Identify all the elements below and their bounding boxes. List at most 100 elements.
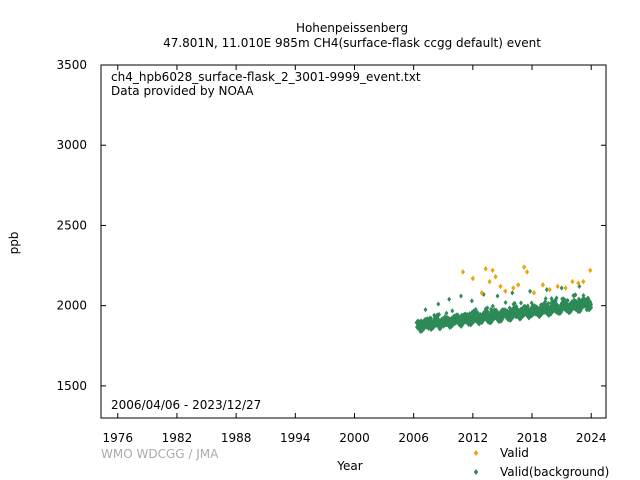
background-point [546, 300, 551, 307]
background-point [550, 298, 555, 304]
valid-point [581, 278, 586, 285]
y-axis-label: ppb [7, 232, 21, 255]
background-point [450, 308, 455, 314]
background-point [500, 316, 505, 322]
legend: Valid Valid(background) [473, 446, 609, 479]
x-tick-label: 2024 [576, 431, 607, 445]
background-point [519, 300, 523, 306]
background-point [429, 315, 434, 322]
background-point [444, 310, 449, 316]
background-point [589, 305, 594, 311]
background-point [532, 311, 537, 317]
background-point [510, 290, 515, 296]
legend-valid: Valid [473, 446, 529, 460]
provider-label: Data provided by NOAA [111, 84, 254, 98]
chart-title-line2: 47.801N, 11.010E 985m CH4(surface-flask … [163, 36, 541, 50]
x-axis: 1976 1982 1988 1994 2000 2006 2012 2018 2024 [102, 65, 606, 445]
valid-point [470, 275, 475, 282]
plot-points [414, 264, 594, 335]
background-point [544, 287, 549, 293]
background-point [485, 305, 490, 311]
valid-point [540, 282, 545, 288]
background-point [586, 296, 591, 302]
valid-point [570, 278, 575, 285]
background-point [447, 296, 452, 302]
valid-point [483, 265, 488, 272]
background-point [578, 303, 583, 309]
valid-point [524, 269, 530, 275]
valid-point [503, 288, 508, 295]
y-axis: 1500 2000 2500 3000 3500 [56, 58, 606, 393]
legend-marker-icon [473, 450, 479, 456]
background-point [436, 301, 441, 307]
background-point [559, 285, 564, 291]
background-point [490, 303, 495, 309]
x-tick-label: 2000 [339, 431, 370, 445]
valid-point [588, 267, 593, 274]
background-point [525, 303, 530, 309]
background-point [459, 293, 463, 299]
background-point [528, 288, 533, 294]
legend-label: Valid(background) [500, 465, 609, 479]
background-point [495, 293, 500, 299]
background-point [529, 300, 534, 306]
background-point [573, 292, 578, 298]
valid-point [555, 283, 560, 290]
background-point [423, 307, 428, 313]
background-point [565, 308, 570, 314]
background-point [559, 309, 564, 315]
background-point [573, 298, 578, 304]
x-tick-label: 1994 [280, 431, 311, 445]
background-point [588, 299, 593, 305]
credit-label: WMO WDCGG / JMA [101, 447, 219, 461]
background-point [470, 320, 475, 326]
y-tick-label: 2500 [56, 218, 87, 232]
y-tick-label: 1500 [56, 379, 87, 393]
background-point [554, 295, 559, 301]
valid-point [460, 269, 466, 275]
background-point [549, 300, 554, 306]
background-point [558, 310, 563, 316]
plot-frame [100, 64, 607, 419]
background-point [581, 293, 586, 299]
valid-point [563, 285, 568, 291]
x-tick-label: 1982 [162, 431, 193, 445]
x-tick-label: 1976 [102, 431, 133, 445]
valid-point [522, 264, 527, 270]
x-tick-label: 1988 [221, 431, 252, 445]
legend-valid-background: Valid(background) [473, 465, 609, 479]
valid-point [493, 274, 498, 280]
x-tick-label: 2012 [458, 431, 489, 445]
background-point [503, 299, 508, 306]
background-point [469, 298, 474, 304]
file-label: ch4_hpb6028_surface-flask_2_3001-9999_ev… [111, 70, 421, 84]
x-axis-label: Year [336, 459, 362, 473]
valid-point [576, 280, 581, 287]
background-point [546, 309, 551, 315]
background-point [565, 297, 570, 304]
background-point [543, 295, 548, 302]
y-tick-label: 3000 [56, 138, 87, 152]
legend-label: Valid [500, 446, 529, 460]
background-point [483, 306, 488, 312]
background-point [472, 318, 477, 324]
valid-point [479, 290, 484, 296]
background-point [432, 312, 437, 318]
background-point [589, 301, 593, 307]
valid-point [511, 285, 516, 291]
y-tick-label: 2000 [56, 299, 87, 313]
background-point [553, 298, 558, 304]
valid-point [547, 286, 552, 293]
date-range-label: 2006/04/06 - 2023/12/27 [111, 398, 261, 412]
background-point [514, 304, 519, 310]
valid-point [516, 282, 521, 288]
background-point [584, 297, 588, 303]
x-tick-label: 2006 [398, 431, 429, 445]
chart-title-line1: Hohenpeissenberg [296, 21, 408, 35]
background-point [437, 311, 442, 318]
background-point [419, 318, 424, 324]
y-tick-label: 3500 [56, 58, 87, 72]
valid-point [531, 290, 537, 296]
background-point [558, 302, 563, 308]
